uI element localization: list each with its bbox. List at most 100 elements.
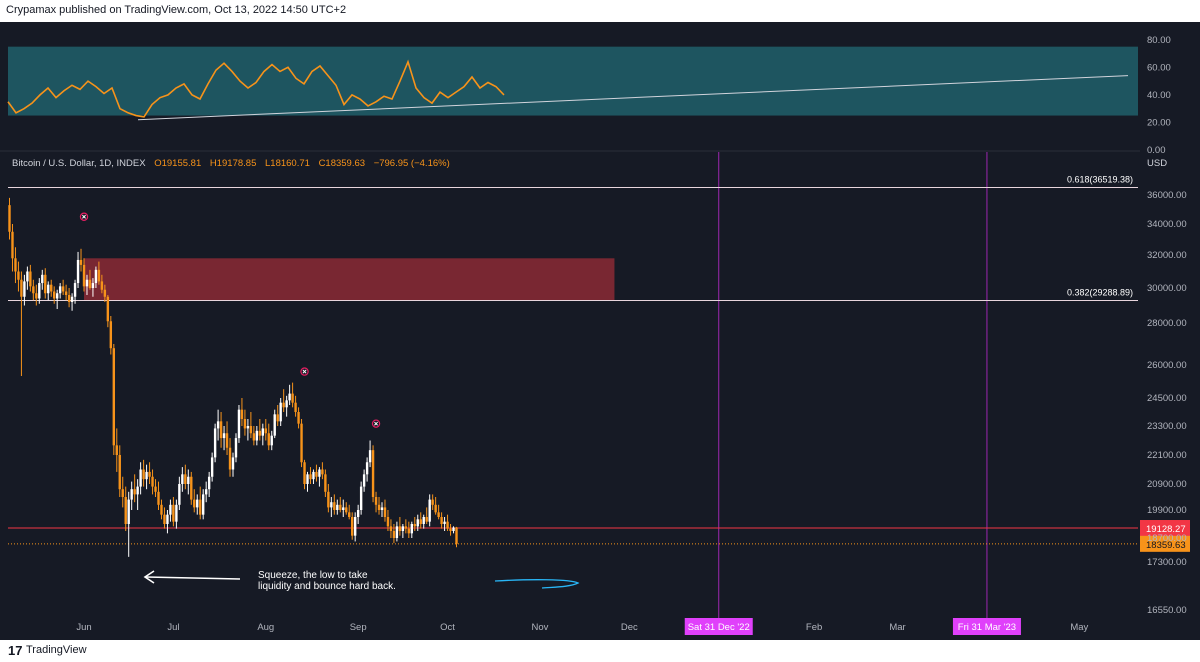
candle (216, 409, 220, 441)
candle (136, 479, 139, 510)
last-price-badge (1140, 535, 1190, 552)
time-tick-label: Feb (806, 622, 822, 633)
candle (163, 507, 166, 529)
candle (50, 279, 53, 297)
candle (112, 344, 115, 455)
candle (29, 264, 32, 292)
price-tick-label: 20900.00 (1147, 479, 1187, 490)
candle (222, 426, 226, 451)
candle (67, 288, 71, 308)
candle (97, 261, 101, 285)
candle (130, 481, 133, 510)
candle (249, 412, 253, 439)
rsi-trendline (137, 75, 1129, 121)
candle (79, 248, 83, 272)
candle (437, 504, 440, 520)
candle (103, 284, 107, 302)
candle (431, 494, 434, 510)
candle (333, 494, 336, 515)
candle (85, 274, 89, 295)
annotation-text-line-1: Squeeze, the low to take (258, 570, 368, 581)
publish-header: Crypamax published on TradingView.com, O… (0, 0, 1200, 22)
candle (368, 440, 372, 468)
candle (416, 514, 419, 531)
price-tick-label: 22100.00 (1147, 450, 1187, 461)
candle (282, 389, 285, 412)
x-marker-icon (300, 367, 309, 376)
rsi-tick-label: 0.00 (1147, 145, 1166, 156)
candle (32, 279, 35, 301)
price-tick-label: 36000.00 (1147, 190, 1187, 201)
fib-level-label: 0.618(36519.38) (1067, 174, 1133, 184)
price-tick-label: 34000.00 (1147, 219, 1187, 230)
candle (359, 481, 363, 515)
candle (327, 484, 330, 513)
x-marker-icon (79, 212, 89, 221)
legend-symbol: Bitcoin / U.S. Dollar, 1D, INDEX (12, 158, 146, 169)
candle (422, 514, 425, 529)
candle (41, 269, 44, 290)
price-tick-label: 18700.00 (1147, 533, 1187, 544)
candle (339, 497, 342, 513)
x-marker-icon (371, 419, 381, 428)
candle (145, 464, 148, 490)
date-badge (684, 618, 753, 635)
x-markers (79, 212, 381, 428)
candle (383, 499, 387, 522)
price-unit-label: USD (1147, 158, 1167, 169)
price-tick-label: 30000.00 (1147, 283, 1187, 294)
tradingview-brand[interactable]: TradingView (26, 644, 87, 656)
candle (151, 469, 154, 495)
candle (395, 521, 399, 542)
candle (53, 286, 56, 304)
candle (380, 502, 384, 517)
candle (318, 467, 321, 487)
candle (181, 467, 184, 492)
candle (336, 499, 339, 515)
time-tick-label: Aug (257, 622, 274, 633)
candle (267, 423, 270, 451)
annotation: Squeeze, the low to take liquidity and b… (143, 570, 580, 592)
candle (231, 452, 235, 477)
candle (187, 469, 190, 495)
candle (371, 445, 375, 503)
date-badge-label: Sat 31 Dec '22 (688, 622, 750, 633)
candle (425, 507, 428, 524)
candle (345, 502, 348, 515)
candle (315, 464, 318, 482)
candle (219, 412, 223, 448)
legend-close: C18359.63 (319, 158, 365, 169)
price-tick-label: 17300.00 (1147, 557, 1187, 568)
rsi-tick-label: 20.00 (1147, 117, 1171, 128)
price-tick-label: 16550.00 (1147, 605, 1187, 616)
candle (139, 462, 142, 495)
candle (392, 524, 396, 544)
candle (234, 433, 238, 463)
candle (142, 459, 145, 487)
tradingview-logo-icon: 17 (8, 643, 23, 658)
chart-area[interactable]: 80.00 60.00 40.00 20.00 0.00 Sat 31 Dec '22 F… (0, 22, 1200, 640)
candle (73, 279, 77, 304)
candle (228, 438, 232, 477)
candle (109, 316, 113, 355)
candle (17, 261, 20, 292)
candle (14, 247, 17, 284)
candle (309, 467, 312, 484)
candle (38, 278, 41, 304)
candle (294, 395, 297, 417)
candle (121, 476, 124, 508)
candle (148, 462, 151, 484)
candle (321, 462, 324, 480)
horizontal-levels: 0.618(36519.38)0.382(29288.89)19128.2718… (8, 174, 1190, 552)
candle (330, 497, 333, 517)
candle (47, 281, 50, 301)
candle (348, 504, 351, 520)
candle (207, 471, 211, 497)
rsi-tick-label: 80.00 (1147, 35, 1171, 46)
chart-svg[interactable]: 80.00 60.00 40.00 20.00 0.00 Sat 31 Dec '22 F… (0, 22, 1200, 640)
candle (270, 430, 273, 451)
candle (169, 499, 172, 522)
candle (440, 512, 443, 529)
date-badge-label: Fri 31 Mar '23 (958, 622, 1016, 633)
candle (157, 481, 160, 510)
